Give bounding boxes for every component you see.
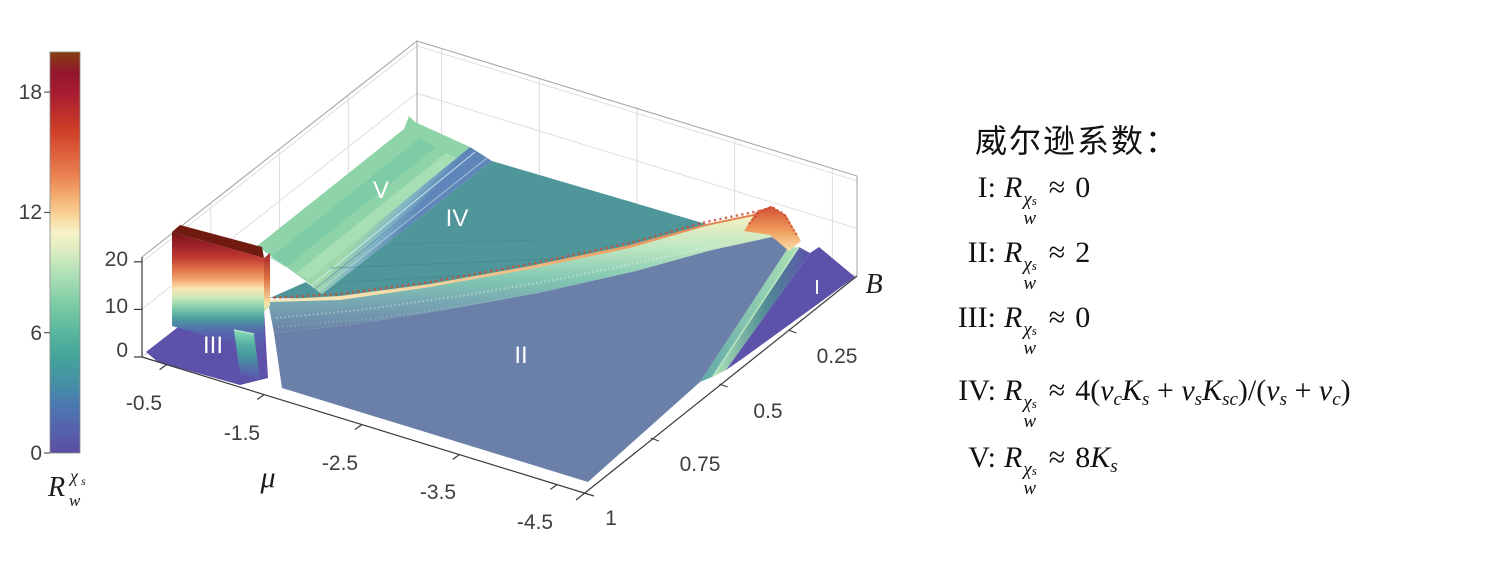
surface-region-ii — [274, 237, 788, 482]
surface-spike-cluster — [744, 206, 801, 251]
mu-tick-label: -3.5 — [420, 481, 456, 504]
surface-plot: 20 10 0 -0.5 -1.5 -2.5 -3.5 -4.5 0.25 0.… — [19, 40, 883, 534]
approx-symbol: ≈ — [1048, 374, 1066, 407]
formula-rhs: 8Ks — [1075, 441, 1118, 477]
region-key: V: — [968, 441, 996, 474]
surface-tall-wall-edge — [264, 253, 270, 312]
b-axis — [575, 275, 858, 501]
colorbar-gradient — [49, 51, 81, 454]
z-tick-label: 10 — [105, 295, 128, 318]
colorbar: 0 6 12 18 R χ s w — [19, 51, 86, 510]
svg-text:R: R — [47, 472, 65, 503]
colorbar-tick-label: 6 — [30, 322, 42, 345]
mu-tick-label: -2.5 — [322, 452, 358, 475]
region-key: III: — [957, 301, 996, 334]
b-tick-label: 0.25 — [817, 345, 858, 368]
axes — [134, 257, 858, 501]
region-label-iii: III — [203, 332, 223, 359]
colorbar-label: R χ s w — [47, 466, 86, 510]
b-tick-label: 1 — [605, 507, 617, 530]
surface-tall-wall-face — [172, 232, 264, 352]
colorbar-tick-label: 18 — [19, 81, 42, 104]
region-label-i: I — [814, 277, 820, 299]
formula-rhs: 4(vcKs + vsKsc)/(vs + vc) — [1075, 374, 1351, 410]
mu-tick-label: -1.5 — [224, 422, 260, 445]
surface-small-ridge-back — [700, 247, 799, 382]
surface-front-wall — [234, 330, 260, 380]
colorbar-tick-label: 12 — [19, 201, 42, 224]
formula-rhs: 0 — [1075, 171, 1091, 204]
mu-tick-label: -0.5 — [126, 392, 162, 415]
approx-symbol: ≈ — [1048, 441, 1066, 474]
colorbar-tick-label: 0 — [30, 442, 42, 465]
svg-text:χ: χ — [68, 466, 79, 486]
surface-region-i — [726, 247, 855, 370]
region-label-v: V — [373, 177, 389, 204]
approx-symbol: ≈ — [1048, 236, 1066, 269]
formula-rhs: 0 — [1075, 301, 1091, 334]
z-tick-label: 0 — [116, 339, 128, 362]
surface-small-ridge-front — [714, 247, 810, 376]
z-tick-label: 20 — [105, 248, 128, 271]
approx-symbol: ≈ — [1048, 171, 1066, 204]
surface-tall-wall-top — [172, 225, 264, 258]
tick-labels: 20 10 0 -0.5 -1.5 -2.5 -3.5 -4.5 0.25 0.… — [105, 248, 858, 534]
b-axis-label: B — [865, 269, 882, 300]
surface — [146, 116, 855, 482]
mu-tick-label: -4.5 — [517, 511, 553, 534]
b-tick-label: 0.5 — [753, 400, 782, 423]
mu-axis — [141, 356, 595, 497]
region-key: IV: — [958, 374, 996, 407]
surface-crest-front — [268, 213, 772, 333]
region-label-iv: IV — [446, 205, 469, 232]
mu-axis-label: μ — [259, 461, 275, 494]
region-key: I: — [977, 171, 996, 204]
formula-rhs: 2 — [1075, 236, 1091, 269]
wilson-title: 威尔逊系数： — [975, 123, 1180, 159]
surface-region-iv — [270, 161, 706, 299]
b-tick-label: 0.75 — [680, 453, 721, 476]
region-key: II: — [967, 236, 996, 269]
region-label-ii: II — [514, 342, 527, 369]
region-labels: V IV III II I — [203, 177, 820, 369]
svg-text:w: w — [69, 491, 81, 510]
approx-symbol: ≈ — [1048, 301, 1066, 334]
svg-text:s: s — [81, 474, 86, 488]
